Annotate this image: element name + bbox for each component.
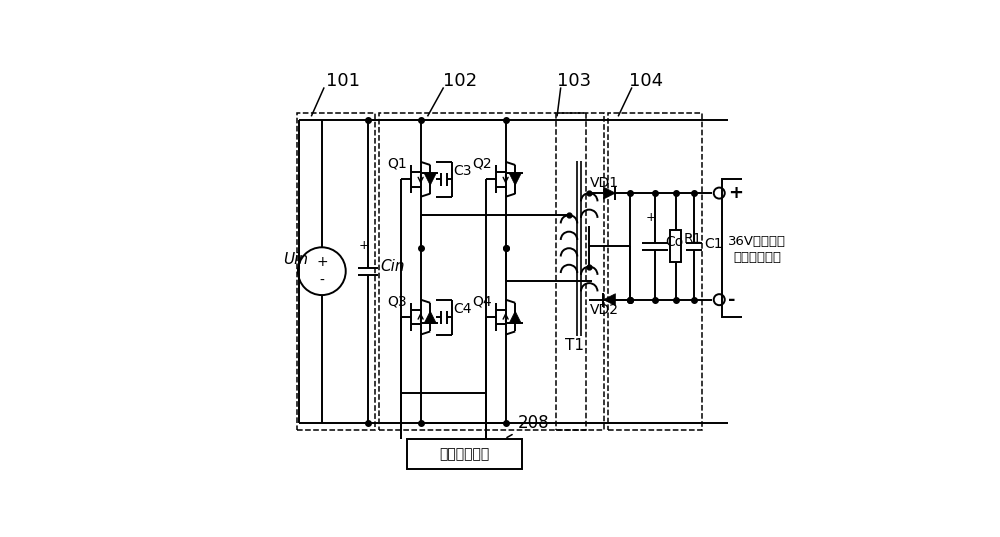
Text: VD1: VD1 bbox=[590, 176, 619, 190]
Text: C1: C1 bbox=[704, 237, 723, 251]
Text: T1: T1 bbox=[565, 338, 584, 353]
Text: 36V低压恒压: 36V低压恒压 bbox=[728, 235, 786, 248]
Text: Uin: Uin bbox=[283, 252, 308, 267]
Polygon shape bbox=[603, 294, 615, 306]
Text: +: + bbox=[359, 240, 369, 252]
Text: 101: 101 bbox=[326, 71, 360, 90]
Text: 103: 103 bbox=[557, 71, 592, 90]
Polygon shape bbox=[424, 173, 436, 185]
Text: 逆变驱动电路: 逆变驱动电路 bbox=[439, 447, 489, 461]
Polygon shape bbox=[509, 311, 521, 323]
Text: Q4: Q4 bbox=[472, 294, 492, 308]
Bar bbox=[297, 113, 375, 430]
Text: C4: C4 bbox=[453, 302, 472, 316]
Text: 208: 208 bbox=[507, 414, 549, 438]
Text: Q1: Q1 bbox=[387, 157, 407, 171]
Text: C3: C3 bbox=[453, 164, 472, 178]
Bar bbox=[670, 230, 681, 263]
Bar bbox=[556, 113, 604, 430]
Bar bbox=[608, 113, 702, 430]
Text: -: - bbox=[319, 273, 324, 287]
Polygon shape bbox=[603, 187, 615, 199]
Text: R1: R1 bbox=[684, 233, 702, 246]
Bar bbox=[379, 113, 586, 430]
Text: +: + bbox=[728, 184, 743, 202]
Polygon shape bbox=[424, 311, 436, 323]
Text: VD2: VD2 bbox=[590, 303, 619, 317]
Text: Co: Co bbox=[665, 235, 683, 249]
Text: 104: 104 bbox=[629, 71, 663, 90]
Text: Q2: Q2 bbox=[472, 157, 492, 171]
Text: +: + bbox=[646, 212, 657, 224]
Text: +: + bbox=[316, 255, 328, 269]
Polygon shape bbox=[509, 173, 521, 185]
Text: 102: 102 bbox=[443, 71, 477, 90]
Bar bbox=[407, 439, 522, 469]
Text: Q3: Q3 bbox=[387, 294, 407, 308]
Text: 大电流直流电: 大电流直流电 bbox=[733, 251, 781, 264]
Text: Cin: Cin bbox=[381, 259, 405, 274]
Text: -: - bbox=[728, 291, 736, 309]
Bar bbox=[722, 179, 793, 317]
